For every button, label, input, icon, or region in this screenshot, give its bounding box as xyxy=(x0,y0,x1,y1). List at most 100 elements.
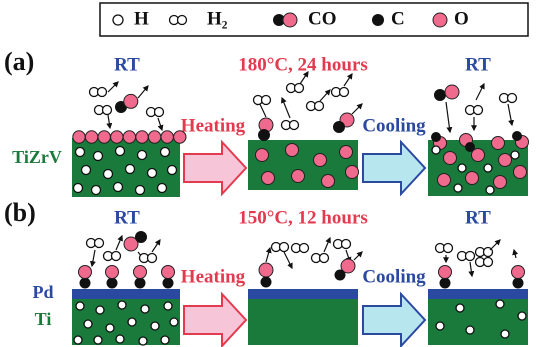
h-atom xyxy=(444,244,453,253)
h-atom xyxy=(138,151,147,160)
h-atom xyxy=(474,106,483,115)
o-atom xyxy=(286,144,299,157)
panel-label: (b) xyxy=(4,198,36,227)
motion-arrow xyxy=(446,102,450,132)
c-atom xyxy=(513,278,524,289)
h-atom xyxy=(112,252,121,261)
motion-arrow xyxy=(470,262,472,276)
o-atom xyxy=(494,176,507,189)
motion-arrow xyxy=(476,84,484,100)
h-atom xyxy=(484,258,493,267)
h-atom xyxy=(74,184,83,193)
c-atom xyxy=(107,278,118,289)
h-atom xyxy=(501,330,509,338)
o-atom xyxy=(79,266,92,279)
o-atom xyxy=(174,131,186,143)
h-atom xyxy=(262,96,271,105)
h-atom xyxy=(94,336,102,344)
h-atom xyxy=(484,164,492,172)
step-label: Heating xyxy=(181,115,246,136)
h-atom xyxy=(95,239,104,248)
h-atom xyxy=(114,183,123,192)
motion-arrow xyxy=(116,236,122,250)
pd-layer xyxy=(428,289,528,299)
o-atom xyxy=(136,131,148,143)
h-atom xyxy=(340,88,349,97)
motion-arrow xyxy=(92,250,95,266)
o-atom xyxy=(314,154,327,167)
h-atom xyxy=(496,300,504,308)
motion-arrow xyxy=(344,74,352,86)
o-atom xyxy=(466,172,479,185)
h-atom xyxy=(82,166,91,175)
c-atom xyxy=(431,132,441,142)
h-atom xyxy=(164,302,172,310)
o-atom xyxy=(472,149,485,162)
h-atom xyxy=(454,184,462,192)
o-atom xyxy=(438,174,451,187)
c-atom xyxy=(335,270,346,281)
o-atom xyxy=(439,266,452,279)
h-atom xyxy=(116,147,125,156)
h-atom xyxy=(106,324,114,332)
h-atom xyxy=(320,254,329,263)
h-atom xyxy=(158,184,167,193)
step-label: Heating xyxy=(181,266,246,287)
h-atom xyxy=(151,322,159,330)
o-atom xyxy=(262,172,275,185)
h-atom xyxy=(456,304,464,312)
pd-layer xyxy=(248,289,358,299)
c-atom xyxy=(372,14,384,26)
h-atom xyxy=(161,336,169,344)
h-atom xyxy=(136,186,145,195)
step-label: Cooling xyxy=(362,115,426,136)
h-atom xyxy=(118,301,126,309)
c-atom xyxy=(512,131,522,141)
h-atom xyxy=(280,243,289,252)
o-atom xyxy=(492,137,505,150)
o-atom xyxy=(514,166,527,179)
motion-arrow xyxy=(508,104,512,125)
h-atom xyxy=(94,152,103,161)
h-atom xyxy=(486,186,494,194)
h-atom xyxy=(76,148,85,157)
h-atom xyxy=(508,94,517,103)
o-atom xyxy=(148,131,160,143)
o-atom xyxy=(340,146,353,159)
h-atom xyxy=(518,312,526,320)
h-atom xyxy=(141,305,149,313)
heating-arrow xyxy=(184,142,246,194)
o-atom xyxy=(259,263,273,277)
h-atom xyxy=(92,186,101,195)
o-atom xyxy=(123,131,135,143)
condition: 180°C, 24 hours xyxy=(238,54,368,75)
o-atom xyxy=(124,94,138,108)
step-label: Cooling xyxy=(362,266,426,287)
o-atom xyxy=(73,131,85,143)
motion-arrow xyxy=(138,86,148,98)
o-atom xyxy=(444,152,457,165)
h-atom xyxy=(432,146,440,154)
heating-arrow xyxy=(184,294,246,346)
condition: RT xyxy=(465,54,491,75)
panel-label: (a) xyxy=(4,47,34,76)
h-atom xyxy=(98,88,107,97)
o-atom xyxy=(292,170,305,183)
h-atom xyxy=(295,84,304,93)
o-atom xyxy=(283,13,297,27)
h-atom xyxy=(168,166,177,175)
c-atom xyxy=(440,278,451,289)
o-atom xyxy=(322,175,335,188)
material-label: Pd xyxy=(32,282,53,302)
h-atom xyxy=(342,240,351,249)
motion-arrow xyxy=(108,82,118,92)
motion-arrow xyxy=(354,252,362,260)
diagram: H H₂ CO C O (a) RT 180°C, 24 hours RT He… xyxy=(0,0,538,347)
motion-arrow xyxy=(152,240,160,252)
legend-label: O xyxy=(454,8,469,29)
condition: RT xyxy=(465,207,491,228)
o-atom xyxy=(106,266,119,279)
bulk xyxy=(428,299,528,345)
pd-layer xyxy=(72,289,180,299)
o-atom xyxy=(256,149,269,162)
